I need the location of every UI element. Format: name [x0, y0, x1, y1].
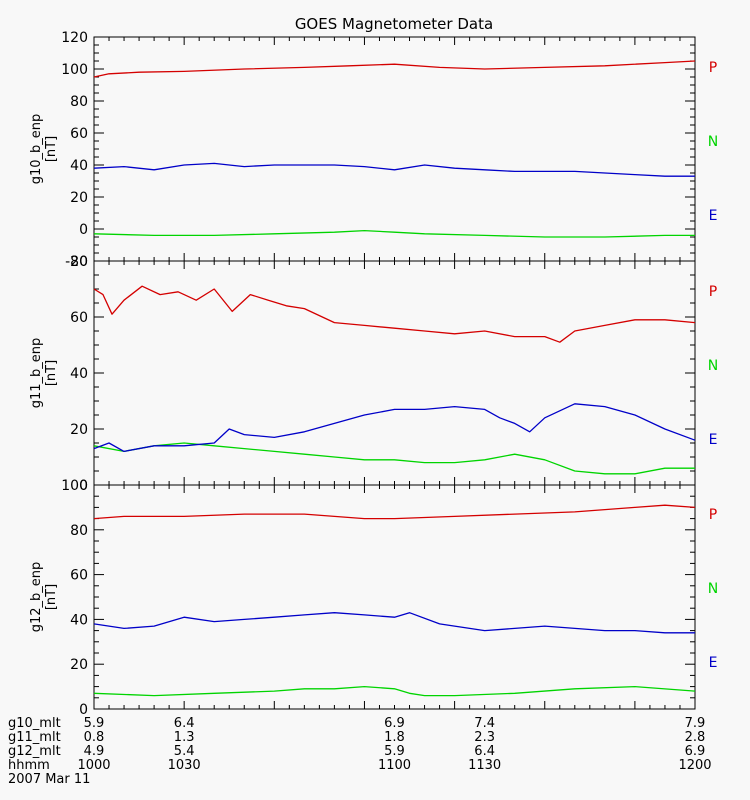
legend-N: N: [708, 358, 718, 374]
y-tick-label: 40: [70, 158, 88, 174]
series-line-E: [93, 162, 695, 177]
series-line-E: [93, 612, 695, 634]
y-tick-label: 40: [70, 612, 88, 628]
y-tick-label: 80: [70, 254, 88, 270]
date-label: 2007 Mar 11: [8, 772, 90, 787]
series-line-P: [93, 285, 696, 343]
y-tick-label: 20: [70, 657, 88, 673]
x-tick-label: 2.8: [685, 730, 706, 745]
x-tick-label: 1000: [77, 758, 110, 773]
x-tick-label: 6.4: [174, 716, 195, 731]
y-tick-label: 100: [61, 478, 88, 494]
legend-P: P: [709, 284, 717, 300]
x-tick-label: 5.9: [84, 716, 105, 731]
xaxis-row-name: g12_mlt: [8, 744, 61, 759]
series-line-N: [93, 442, 695, 475]
xaxis-row-name: g11_mlt: [8, 730, 61, 745]
x-tick-label: 7.4: [474, 716, 495, 731]
series-line-P: [93, 60, 696, 78]
legend-E: E: [709, 655, 718, 671]
series-line-N: [93, 229, 695, 238]
xaxis-row-name: g10_mlt: [8, 716, 61, 731]
chart-title: GOES Magnetometer Data: [295, 15, 493, 33]
legend-N: N: [708, 581, 718, 597]
xaxis-row-name: hhmm: [8, 758, 50, 773]
x-tick-label: 1030: [168, 758, 201, 773]
y-axis-label: g11_b_enp[nT]: [29, 338, 59, 409]
panel-frame: [93, 36, 696, 262]
series-line-P: [93, 504, 696, 520]
legend-P: P: [709, 507, 717, 523]
y-tick-label: 80: [70, 94, 88, 110]
x-tick-label: 1130: [468, 758, 501, 773]
x-tick-label: 7.9: [685, 716, 706, 731]
y-tick-label: 20: [70, 422, 88, 438]
legend-P: P: [709, 60, 717, 76]
panel-1: -20 0 20 40 60 80 100 120 g10_b_enp[nT] P N E: [29, 30, 718, 270]
y-tick-label: 0: [79, 702, 88, 718]
x-tick-label: 1200: [678, 758, 711, 773]
y-tick-label: 120: [61, 30, 88, 46]
x-tick-label: 2.3: [474, 730, 495, 745]
y-axis-label: g10_b_enp[nT]: [29, 114, 59, 185]
x-tick-label: 1100: [378, 758, 411, 773]
x-tick-label: 0.8: [84, 730, 105, 745]
panel-3: 0 20 40 60 80 100 g12_b_enp[nT] P N E: [29, 478, 718, 718]
x-tick-label: 6.4: [474, 744, 495, 759]
panel-2: 0 20 40 60 80 g11_b_enp[nT] P N E: [29, 254, 718, 494]
y-tick-label: 100: [61, 62, 88, 78]
legend-E: E: [709, 432, 718, 448]
y-tick-label: 40: [70, 366, 88, 382]
legend-N: N: [708, 134, 718, 150]
y-tick-label: 60: [70, 126, 88, 142]
x-tick-label: 1.3: [174, 730, 195, 745]
x-tick-label: 5.9: [384, 744, 405, 759]
y-axis-label: g12_b_enp[nT]: [29, 562, 59, 633]
x-tick-label: 4.9: [84, 744, 105, 759]
y-tick-label: 60: [70, 568, 88, 584]
y-tick-label: 0: [79, 478, 88, 494]
y-tick-label: 80: [70, 523, 88, 539]
series-line-E: [93, 403, 696, 453]
y-tick-label: 60: [70, 310, 88, 326]
y-tick-label: 0: [79, 222, 88, 238]
x-tick-label: 6.9: [384, 716, 405, 731]
series-line-N: [93, 685, 696, 697]
x-tick-label: 6.9: [685, 744, 706, 759]
y-tick-label: 20: [70, 190, 88, 206]
x-tick-label: 1.8: [384, 730, 405, 745]
y-tick-label: -20: [65, 254, 88, 270]
x-tick-label: 5.4: [174, 744, 195, 759]
legend-E: E: [709, 208, 718, 224]
